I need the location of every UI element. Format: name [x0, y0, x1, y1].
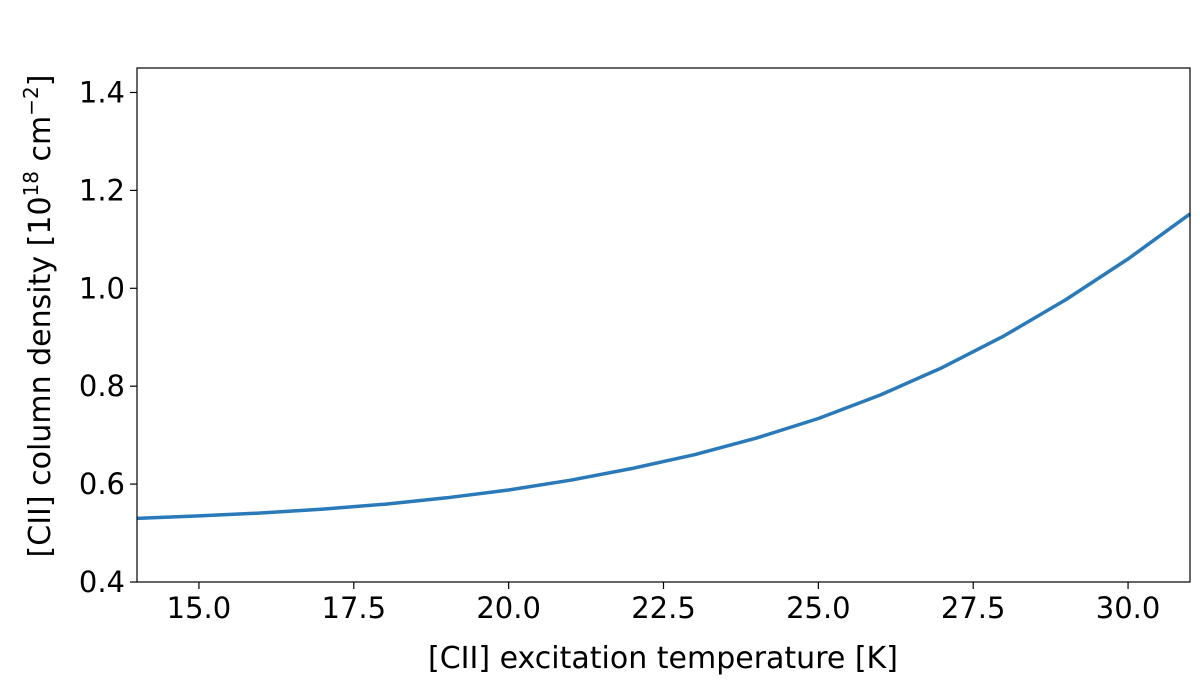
series-line: [136, 212, 1192, 521]
y-axis-label-exponent-1: 18: [19, 171, 43, 196]
plot-frame: [136, 67, 1191, 583]
y-axis-label-prefix: [CII] column density [10: [23, 196, 58, 557]
y-tick-label: 0.4: [79, 565, 125, 599]
y-axis-label-exponent-2: −2: [19, 86, 43, 115]
x-tick-label: 17.5: [322, 591, 387, 625]
x-tick-label: 20.0: [476, 591, 541, 625]
y-tick-label: 0.8: [79, 369, 125, 403]
series-layer: [136, 212, 1192, 521]
y-tick-label: 1.4: [79, 75, 125, 109]
y-axis-label-unit: cm: [23, 116, 58, 171]
x-tick-label: 22.5: [631, 591, 696, 625]
y-tick-label: 1.2: [79, 173, 125, 207]
y-tick-label: 1.0: [79, 271, 125, 305]
x-axis-label: [CII] excitation temperature [K]: [428, 641, 898, 676]
x-tick-label: 30.0: [1096, 591, 1161, 625]
y-axis-label: [CII] column density [1018 cm−2]: [19, 75, 58, 558]
x-tick-label: 15.0: [167, 591, 232, 625]
y-tick-label: 0.6: [79, 467, 125, 501]
x-axis-ticks: 15.0 17.5 20.0 22.5 25.0 27.5 30.0: [167, 582, 1161, 625]
x-tick-label: 27.5: [941, 591, 1006, 625]
x-tick-label: 25.0: [786, 591, 851, 625]
y-axis-ticks: 0.4 0.6 0.8 1.0 1.2 1.4: [79, 75, 137, 599]
y-axis-label-suffix: ]: [23, 75, 58, 87]
